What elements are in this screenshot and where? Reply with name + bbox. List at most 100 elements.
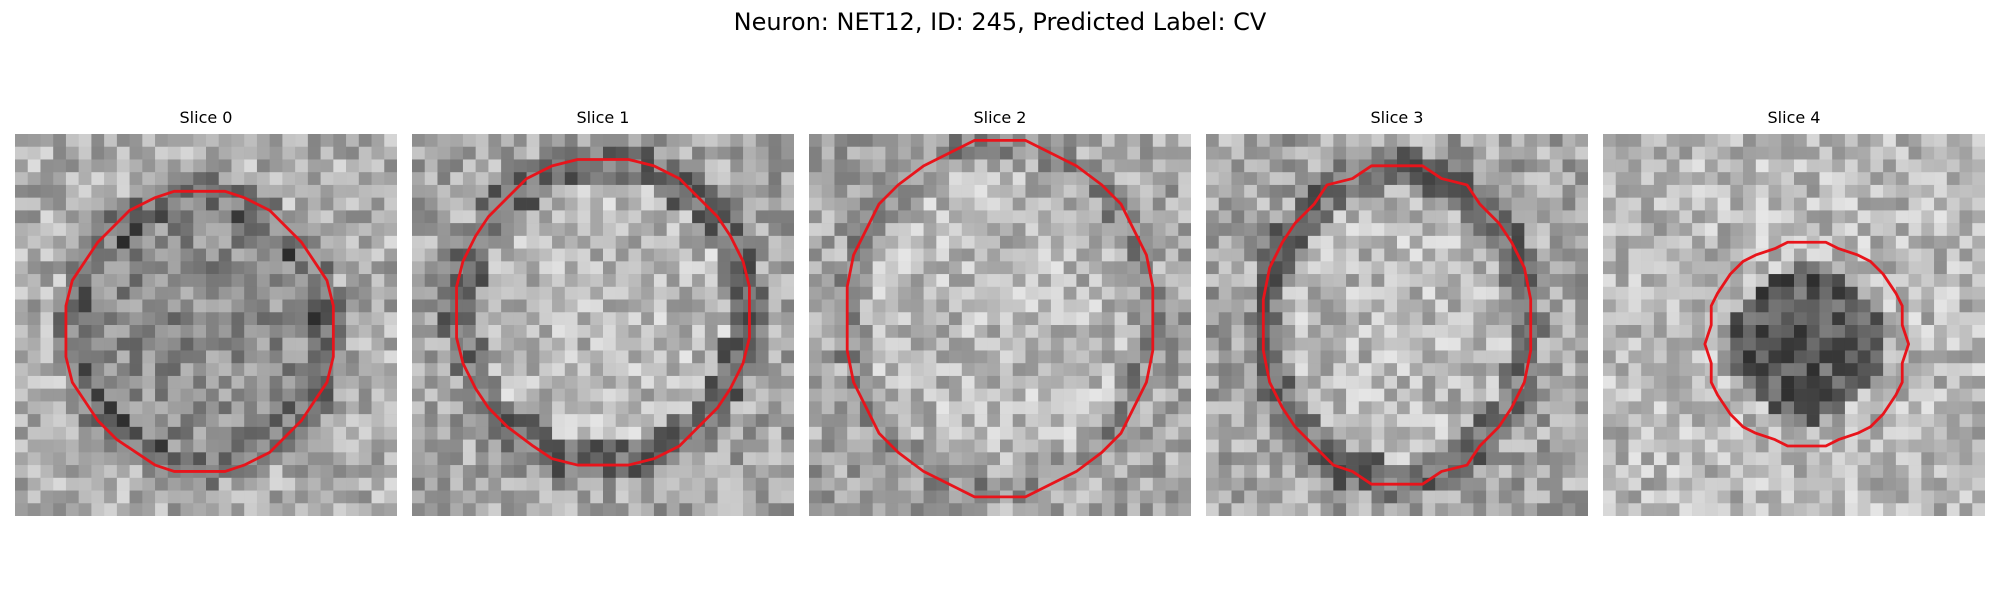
image-pixel: [730, 223, 744, 237]
image-pixel: [450, 414, 464, 428]
image-pixel: [1666, 452, 1680, 466]
image-pixel: [692, 465, 706, 479]
image-pixel: [961, 452, 975, 466]
image-pixel: [885, 337, 899, 351]
image-pixel: [1895, 223, 1909, 237]
image-pixel: [129, 375, 143, 389]
image-pixel: [65, 261, 79, 275]
image-pixel: [53, 210, 67, 224]
image-pixel: [1050, 274, 1064, 288]
image-pixel: [1127, 299, 1141, 313]
image-pixel: [1921, 146, 1935, 160]
image-pixel: [768, 503, 782, 516]
image-pixel: [1038, 248, 1052, 262]
image-pixel: [1844, 197, 1858, 211]
image-pixel: [1206, 477, 1219, 491]
image-pixel: [384, 350, 397, 364]
image-pixel: [193, 452, 207, 466]
image-pixel: [1038, 299, 1052, 313]
image-pixel: [462, 465, 476, 479]
image-pixel: [1934, 465, 1948, 479]
image-pixel: [1152, 439, 1166, 453]
image-pixel: [974, 388, 988, 402]
image-pixel: [539, 134, 553, 147]
image-pixel: [1603, 197, 1616, 211]
image-pixel: [1320, 261, 1334, 275]
image-pixel: [615, 134, 629, 147]
image-pixel: [1295, 286, 1309, 300]
image-pixel: [371, 426, 385, 440]
image-pixel: [142, 350, 156, 364]
image-pixel: [218, 414, 232, 428]
image-pixel: [1152, 363, 1166, 377]
image-pixel: [218, 401, 232, 415]
image-pixel: [231, 299, 245, 313]
image-pixel: [1460, 312, 1474, 326]
image-pixel: [346, 223, 360, 237]
image-pixel: [269, 274, 283, 288]
image-pixel: [346, 388, 360, 402]
image-pixel: [1730, 477, 1744, 491]
image-pixel: [1921, 134, 1935, 147]
image-pixel: [1768, 146, 1782, 160]
image-pixel: [450, 159, 464, 173]
image-pixel: [1946, 401, 1960, 415]
image-pixel: [809, 197, 822, 211]
image-pixel: [1730, 184, 1744, 198]
image-pixel: [488, 452, 502, 466]
image-pixel: [78, 159, 92, 173]
image-pixel: [1857, 452, 1871, 466]
image-pixel: [1615, 503, 1629, 516]
image-pixel: [488, 325, 502, 338]
image-pixel: [1206, 426, 1219, 440]
image-pixel: [231, 388, 245, 402]
image-pixel: [1435, 299, 1449, 313]
image-pixel: [872, 172, 886, 186]
image-pixel: [1615, 299, 1629, 313]
image-pixel: [936, 401, 950, 415]
image-pixel: [910, 248, 924, 262]
image-pixel: [1498, 426, 1512, 440]
image-pixel: [282, 210, 296, 224]
image-pixel: [437, 503, 451, 516]
image-pixel: [1000, 439, 1013, 453]
image-pixel: [577, 223, 591, 237]
image-pixel: [704, 184, 718, 198]
image-pixel: [834, 388, 848, 402]
image-pixel: [1628, 172, 1642, 186]
image-pixel: [730, 146, 744, 160]
image-pixel: [1101, 465, 1115, 479]
image-pixel: [513, 503, 527, 516]
image-pixel: [666, 235, 680, 249]
image-pixel: [1498, 146, 1512, 160]
image-pixel: [730, 325, 744, 338]
image-pixel: [218, 452, 232, 466]
image-pixel: [371, 159, 385, 173]
image-pixel: [1307, 452, 1321, 466]
image-pixel: [193, 401, 207, 415]
image-pixel: [1679, 426, 1693, 440]
image-pixel: [1295, 184, 1309, 198]
image-pixel: [475, 274, 489, 288]
image-pixel: [1025, 286, 1039, 300]
image-pixel: [1870, 159, 1884, 173]
image-pixel: [1101, 452, 1115, 466]
image-pixel: [590, 146, 604, 160]
image-pixel: [129, 184, 143, 198]
image-pixel: [1076, 286, 1090, 300]
image-pixel: [1653, 184, 1667, 198]
image-pixel: [1972, 325, 1985, 338]
image-pixel: [615, 235, 629, 249]
image-pixel: [104, 465, 118, 479]
image-pixel: [1218, 363, 1232, 377]
image-pixel: [167, 350, 181, 364]
image-pixel: [1743, 312, 1757, 326]
image-pixel: [1089, 312, 1103, 326]
image-pixel: [526, 274, 540, 288]
image-pixel: [1806, 184, 1820, 198]
image-pixel: [91, 350, 105, 364]
image-pixel: [91, 146, 105, 160]
image-pixel: [1562, 299, 1576, 313]
image-pixel: [1231, 388, 1245, 402]
image-pixel: [1755, 439, 1769, 453]
